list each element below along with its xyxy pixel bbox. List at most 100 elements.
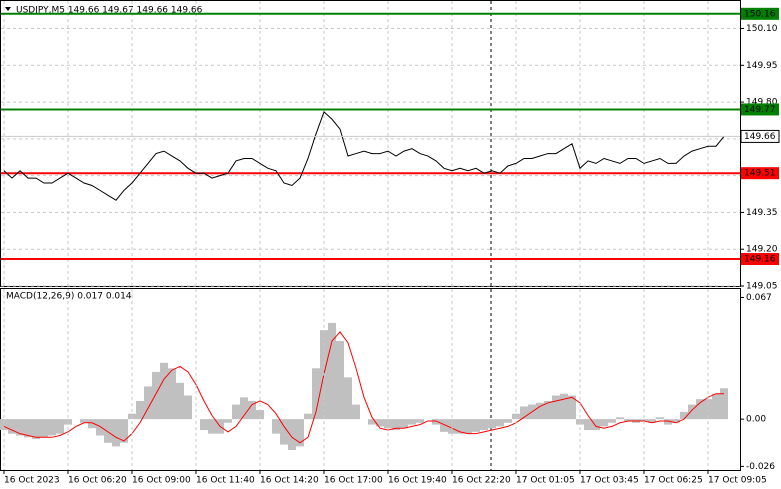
macd-bar bbox=[16, 419, 24, 436]
y-tick-label: 149.95 bbox=[746, 61, 778, 71]
macd-bar bbox=[288, 419, 296, 451]
macd-bar bbox=[248, 400, 256, 420]
macd-bar bbox=[136, 400, 144, 420]
macd-bar bbox=[416, 419, 424, 423]
macd-bar bbox=[656, 417, 664, 420]
macd-bar bbox=[224, 419, 232, 423]
macd-bar bbox=[584, 419, 592, 431]
macd-bar bbox=[648, 419, 656, 423]
x-tick-label: 16 Oct 2023 bbox=[4, 476, 60, 486]
macd-bar bbox=[608, 419, 616, 423]
macd-bar bbox=[56, 419, 64, 434]
macd-bar bbox=[552, 395, 560, 420]
macd-bar bbox=[344, 377, 352, 420]
macd-bar bbox=[624, 419, 632, 421]
macd-bar bbox=[0, 419, 8, 431]
macd-bar bbox=[440, 419, 448, 432]
macd-bar bbox=[112, 419, 120, 447]
price-line bbox=[3, 111, 725, 201]
x-tick-label: 16 Oct 17:00 bbox=[324, 476, 383, 486]
macd-bar bbox=[144, 386, 152, 420]
macd-bar bbox=[352, 404, 360, 420]
macd-bar bbox=[600, 419, 608, 427]
level-label-box bbox=[741, 7, 779, 20]
x-tick-label: 16 Oct 06:20 bbox=[68, 476, 127, 486]
y-tick-label: 149.35 bbox=[746, 208, 778, 218]
y-tick-label: -0.026 bbox=[746, 462, 775, 472]
macd-bar bbox=[272, 419, 280, 434]
level-label-box bbox=[741, 103, 779, 116]
macd-bar bbox=[464, 419, 472, 434]
macd-bar bbox=[640, 419, 648, 421]
macd-bar bbox=[448, 419, 456, 434]
macd-bar bbox=[456, 419, 464, 434]
x-tick-label: 16 Oct 14:20 bbox=[260, 476, 319, 486]
signal-line bbox=[3, 331, 724, 444]
y-tick-label: 150.10 bbox=[746, 24, 778, 34]
macd-bar bbox=[488, 419, 496, 429]
macd-bar bbox=[616, 417, 624, 420]
macd-bar bbox=[560, 393, 568, 420]
macd-bar bbox=[392, 419, 400, 431]
x-tick-label: 17 Oct 03:45 bbox=[580, 476, 639, 486]
level-label: 150.16 bbox=[744, 9, 776, 19]
y-tick-label: 0.00 bbox=[746, 415, 766, 425]
macd-bar bbox=[32, 419, 40, 440]
y-tick-label: 149.05 bbox=[746, 282, 778, 292]
macd-bar bbox=[696, 399, 704, 420]
macd-bar bbox=[88, 419, 96, 429]
macd-bar bbox=[80, 419, 88, 423]
macd-bar bbox=[680, 411, 688, 420]
macd-bar bbox=[400, 419, 408, 429]
macd-bar bbox=[712, 393, 720, 420]
macd-bar bbox=[40, 419, 48, 438]
macd-bar bbox=[480, 419, 488, 431]
macd-title: MACD(12,26,9) 0.017 0.014 bbox=[6, 292, 132, 302]
macd-bar bbox=[184, 395, 192, 420]
macd-bar bbox=[472, 419, 480, 432]
macd-bar bbox=[520, 406, 528, 420]
macd-bar bbox=[256, 410, 264, 420]
macd-panel-frame bbox=[0, 288, 741, 471]
macd-bar bbox=[152, 371, 160, 420]
macd-bar bbox=[208, 419, 216, 434]
level-label-box bbox=[741, 167, 779, 180]
macd-bar bbox=[48, 419, 56, 436]
macd-bar bbox=[200, 419, 208, 431]
macd-bar bbox=[504, 419, 512, 423]
macd-bar bbox=[368, 419, 376, 425]
macd-bar bbox=[104, 419, 112, 443]
x-tick-label: 17 Oct 06:25 bbox=[644, 476, 703, 486]
level-label-box bbox=[741, 253, 779, 266]
macd-bar bbox=[168, 368, 176, 420]
last-price-box bbox=[740, 129, 780, 143]
chart-title: USDJPY,M5 149.66 149.67 149.66 149.66 bbox=[16, 6, 203, 16]
macd-bar bbox=[120, 419, 128, 443]
macd-bar bbox=[160, 362, 168, 420]
macd-bar bbox=[296, 419, 304, 447]
macd-bar bbox=[568, 395, 576, 420]
macd-bar bbox=[24, 419, 32, 438]
macd-bar bbox=[312, 368, 320, 420]
price-panel-frame bbox=[0, 0, 741, 287]
macd-bar bbox=[672, 419, 680, 423]
macd-bar bbox=[432, 419, 440, 425]
y-tick-label: 149.20 bbox=[746, 245, 778, 255]
x-tick-label: 16 Oct 09:00 bbox=[132, 476, 191, 486]
macd-bar bbox=[544, 400, 552, 420]
macd-bar bbox=[536, 402, 544, 420]
macd-bar bbox=[240, 397, 248, 420]
last-price-label: 149.66 bbox=[744, 132, 776, 142]
level-label: 149.51 bbox=[744, 169, 776, 179]
macd-bar bbox=[304, 413, 312, 420]
x-tick-label: 16 Oct 11:40 bbox=[196, 476, 255, 486]
x-tick-label: 16 Oct 19:40 bbox=[388, 476, 447, 486]
y-tick-label: 149.80 bbox=[746, 98, 778, 108]
macd-bar bbox=[720, 388, 728, 420]
macd-bar bbox=[664, 419, 672, 425]
macd-bar bbox=[232, 404, 240, 420]
menu-triangle bbox=[5, 7, 11, 11]
macd-bar bbox=[496, 419, 504, 427]
